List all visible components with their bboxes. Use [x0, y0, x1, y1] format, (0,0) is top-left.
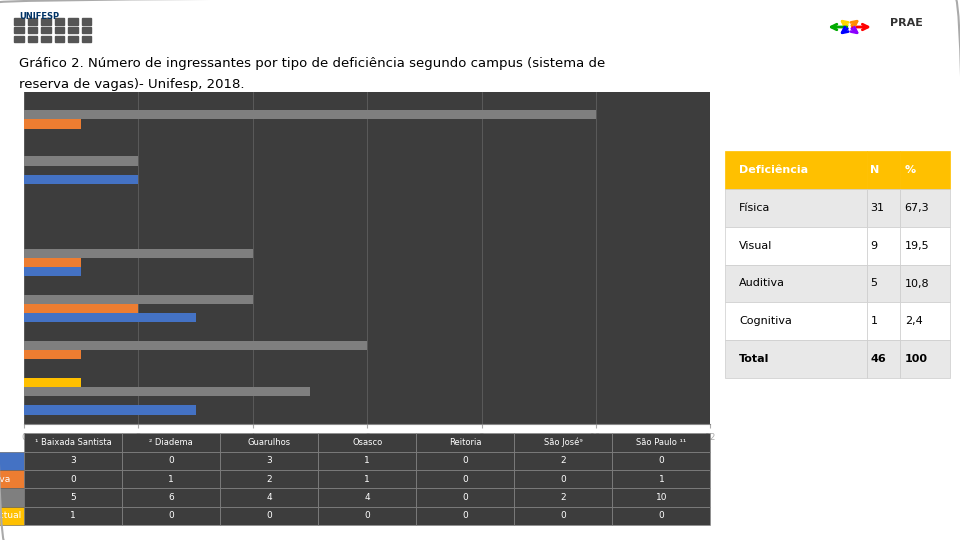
Bar — [82, 36, 91, 42]
Bar — [41, 36, 51, 42]
Bar — [55, 18, 64, 25]
Bar — [24, 406, 196, 415]
Bar — [68, 18, 78, 25]
Bar — [24, 157, 138, 166]
Bar — [24, 295, 252, 304]
Bar — [24, 267, 82, 276]
Bar — [24, 313, 196, 322]
Bar — [55, 27, 64, 33]
Bar — [14, 27, 24, 33]
Bar — [82, 18, 91, 25]
Bar — [41, 27, 51, 33]
Text: reserva de vagas)- Unifesp, 2018.: reserva de vagas)- Unifesp, 2018. — [19, 78, 245, 91]
Bar — [14, 36, 24, 42]
Bar — [68, 36, 78, 42]
Bar — [14, 18, 24, 25]
Bar — [24, 341, 367, 350]
Bar — [28, 27, 37, 33]
Bar — [28, 36, 37, 42]
Bar — [24, 304, 138, 313]
Text: UNIFESP: UNIFESP — [19, 12, 60, 21]
Bar — [24, 110, 596, 119]
Text: PRAE: PRAE — [890, 18, 923, 28]
Bar — [68, 27, 78, 33]
Bar — [24, 248, 252, 258]
Text: Gráfico 2. Número de ingressantes por tipo de deficiência segundo campus (sistem: Gráfico 2. Número de ingressantes por ti… — [19, 57, 606, 70]
Bar — [24, 175, 138, 184]
Bar — [55, 36, 64, 42]
Bar — [24, 258, 82, 267]
Bar — [24, 119, 82, 129]
Bar — [28, 18, 37, 25]
Bar — [24, 387, 310, 396]
Bar — [82, 27, 91, 33]
Bar — [24, 378, 82, 387]
Bar — [24, 350, 82, 359]
Bar — [41, 18, 51, 25]
